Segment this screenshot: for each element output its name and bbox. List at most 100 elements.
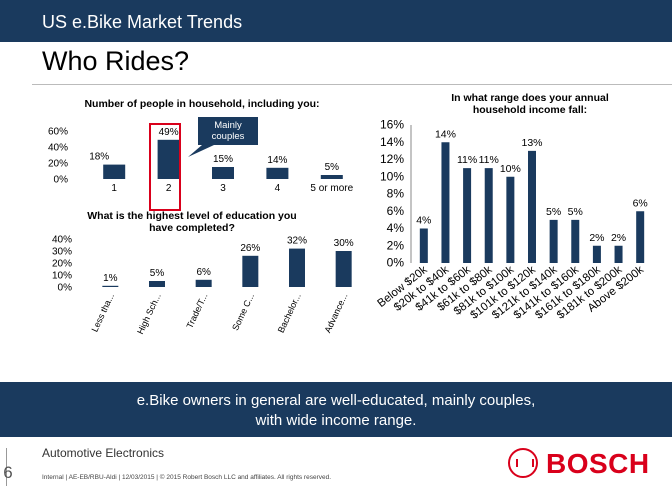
couples-callout: Mainly couples: [188, 117, 258, 157]
y-tick-label: 6%: [387, 204, 405, 218]
value-label: 10%: [500, 163, 521, 175]
y-tick-label: 0%: [58, 283, 73, 294]
category-label: Trade/T...: [184, 292, 209, 330]
y-tick-label: 40%: [48, 143, 68, 154]
bar: [266, 167, 289, 179]
y-tick-label: 30%: [52, 247, 72, 258]
page-number: 6: [3, 463, 13, 482]
value-label: 2%: [589, 232, 604, 244]
y-tick-label: 14%: [380, 135, 404, 149]
value-label: 18%: [89, 152, 109, 163]
value-label: 14%: [267, 155, 287, 166]
category-label: Less tha...: [90, 292, 117, 334]
income-chart-title: In what range does your annual household …: [451, 92, 609, 116]
category-label: 3: [220, 183, 226, 194]
bar: [463, 168, 472, 263]
y-tick-label: 10%: [380, 169, 404, 183]
category-label: Advance...: [322, 292, 349, 335]
bar: [195, 279, 212, 287]
y-tick-label: 8%: [387, 187, 405, 201]
bar: [242, 255, 259, 287]
household-bars: [103, 139, 343, 179]
bar: [157, 139, 180, 179]
category-label: 5 or more: [310, 183, 353, 194]
header-title: US e.Bike Market Trends: [42, 12, 243, 32]
value-label: 6%: [196, 267, 211, 278]
household-y-ticks: 60% 40% 20% 0%: [48, 127, 68, 186]
title-line: What is the highest level of education y…: [87, 210, 296, 222]
footer-legal: Internal | AE-EB/RBU-Aldi | 12/03/2015 |…: [42, 474, 332, 481]
summary-line-1: e.Bike owners in general are well-educat…: [136, 392, 536, 409]
value-label: 2%: [611, 232, 626, 244]
summary-banner: e.Bike owners in general are well-educat…: [0, 382, 672, 437]
value-label: 5%: [546, 206, 561, 218]
category-label: Bachelor...: [276, 292, 303, 335]
category-label: 2: [166, 183, 172, 194]
y-tick-label: 12%: [380, 152, 404, 166]
couples-callout-text: Mainly couples: [212, 120, 245, 142]
bosch-armature-icon: [508, 448, 538, 478]
y-tick-label: 0%: [54, 175, 69, 186]
title-line: In what range does your annual: [451, 92, 609, 104]
y-tick-label: 40%: [52, 235, 72, 246]
charts-frame: Number of people in household, including…: [32, 84, 672, 382]
household-categories: 1 2 3 4 5 or more: [111, 183, 353, 194]
bar: [335, 251, 352, 287]
bar: [506, 176, 515, 263]
bar: [320, 175, 343, 179]
household-chart-title: Number of people in household, including…: [84, 98, 319, 110]
charts-svg: Number of people in household, including…: [48, 92, 648, 336]
category-label: 1: [111, 183, 117, 194]
income-bars: [419, 142, 645, 263]
value-label: 15%: [213, 154, 233, 165]
bar: [103, 164, 126, 179]
education-chart-title: What is the highest level of education y…: [87, 210, 296, 234]
income-categories: Below $20k$20k to $40k$41k to $60k$61k t…: [375, 264, 646, 322]
title-line: household income fall:: [473, 104, 587, 116]
bar: [419, 228, 428, 263]
title-line: couples: [212, 131, 245, 142]
value-label: 11%: [457, 154, 477, 166]
category-label: 4: [275, 183, 281, 194]
education-y-ticks: 40%30%20%10%0%: [52, 235, 72, 294]
income-y-ticks: 16% 14% 12% 10% 8% 6% 4% 2% 0%: [380, 118, 404, 270]
value-label: 49%: [159, 127, 179, 138]
value-label: 30%: [334, 238, 354, 249]
value-label: 14%: [435, 128, 456, 140]
slide-title: Who Rides?: [42, 46, 190, 76]
footer-divider: [6, 448, 7, 486]
value-label: 1%: [103, 273, 118, 284]
bar: [636, 211, 645, 263]
bar: [149, 281, 165, 287]
bar: [441, 142, 450, 263]
y-tick-label: 0%: [387, 256, 405, 270]
title-line: have completed?: [149, 222, 235, 234]
bar: [289, 248, 305, 287]
value-label: 32%: [287, 236, 307, 247]
category-label: Some C...: [230, 292, 256, 332]
y-tick-label: 20%: [48, 159, 68, 170]
education-bars: [102, 248, 352, 287]
bar: [102, 285, 119, 287]
y-tick-label: 20%: [52, 259, 72, 270]
value-label: 26%: [240, 243, 260, 254]
y-tick-label: 16%: [380, 118, 404, 132]
summary-line-2: with wide income range.: [255, 412, 417, 429]
bar: [484, 168, 493, 263]
value-label: 5%: [150, 268, 165, 279]
value-label: 5%: [325, 162, 340, 173]
header-bar: US e.Bike Market Trends: [0, 0, 672, 42]
value-label: 6%: [633, 197, 648, 209]
footer-company: Automotive Electronics: [42, 446, 165, 460]
category-label: High Sch...: [135, 292, 163, 336]
value-label: 4%: [416, 215, 431, 227]
y-tick-label: 2%: [387, 238, 405, 252]
bar: [212, 167, 234, 179]
title-line: Mainly: [214, 120, 242, 131]
bar: [614, 245, 623, 263]
household-value-labels: 18% 49% 15% 14% 5%: [89, 127, 339, 173]
bosch-wordmark: BOSCH: [546, 448, 650, 479]
y-tick-label: 60%: [48, 127, 68, 138]
y-tick-label: 4%: [387, 221, 405, 235]
y-tick-label: 10%: [52, 271, 72, 282]
